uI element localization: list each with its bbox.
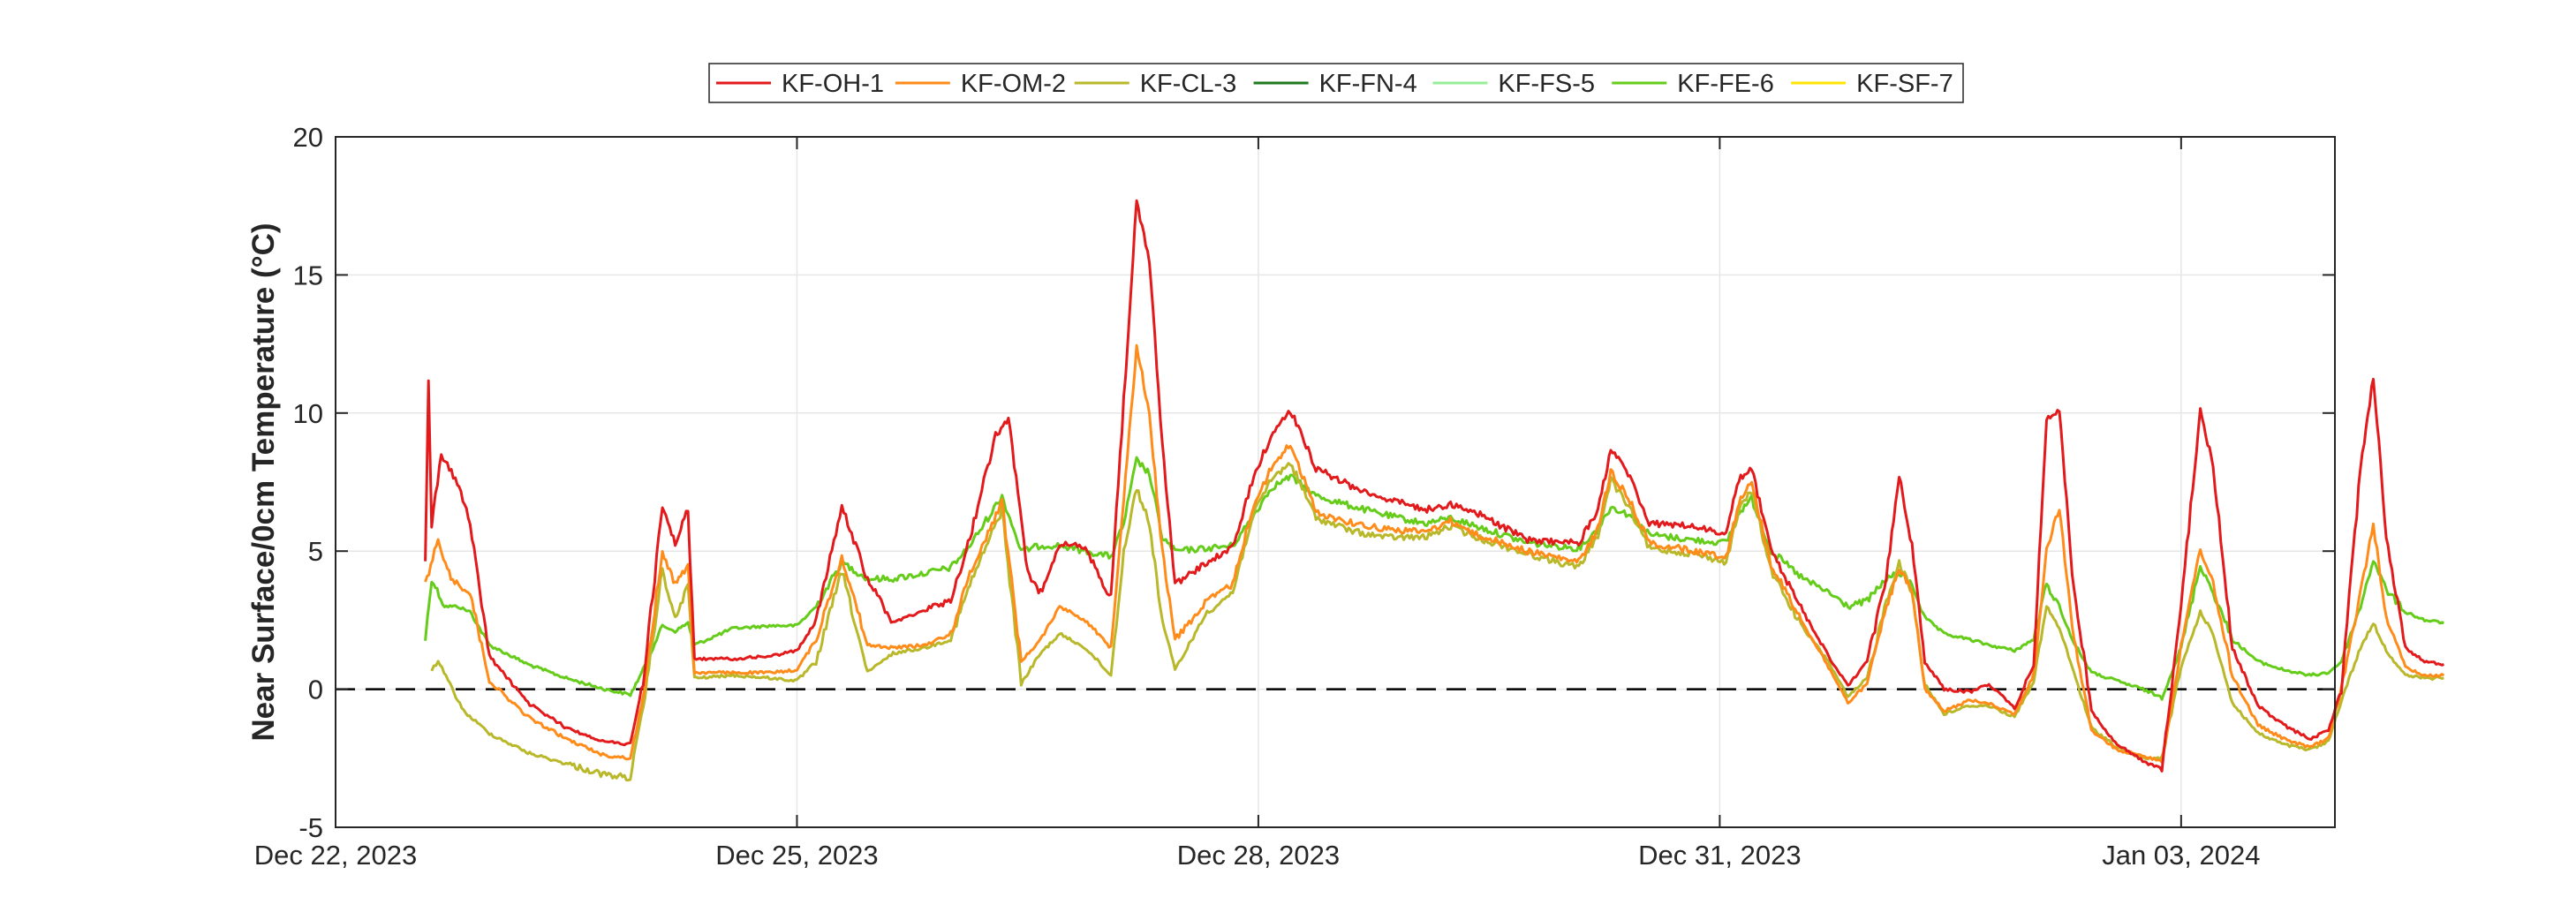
- axis-ticks: Dec 22, 2023 Dec 25, 2023 Dec 28, 2023 Dec …: [254, 122, 2335, 871]
- x-tick-label: Dec 22, 2023: [254, 840, 417, 871]
- y-tick-label: 15: [293, 260, 323, 290]
- legend: KF-OH-1 KF-OM-2 KF-CL-3 KF-FN-4 KF-FS-5 KF-FE…: [708, 63, 1964, 103]
- series-line-kf-fe-6: [424, 456, 2444, 701]
- series-line-kf-oh-1: [424, 199, 2444, 773]
- x-tick-label: Dec 31, 2023: [1638, 840, 1801, 871]
- legend-label-kf-fe-6: KF-FE-6: [1677, 70, 1774, 98]
- series-line-kf-om-2: [424, 343, 2445, 764]
- y-axis-label: Near Surface/0cm Temperature (°C): [246, 222, 281, 741]
- legend-label-kf-oh-1: KF-OH-1: [782, 70, 884, 98]
- series-line-kf-cl-3: [430, 462, 2444, 782]
- y-tick-label: 5: [308, 536, 323, 567]
- legend-box: [708, 63, 1964, 103]
- series-lines: [424, 199, 2445, 782]
- x-tick-label: Dec 25, 2023: [715, 840, 878, 871]
- legend-label-kf-om-2: KF-OM-2: [961, 70, 1066, 98]
- legend-label-kf-fn-4: KF-FN-4: [1319, 70, 1417, 98]
- y-tick-label: 20: [293, 122, 323, 153]
- y-tick-label: 10: [293, 398, 323, 429]
- x-tick-label: Dec 28, 2023: [1177, 840, 1340, 871]
- x-tick-label: Jan 03, 2024: [2102, 840, 2260, 871]
- legend-label-kf-fs-5: KF-FS-5: [1498, 70, 1595, 98]
- plot-frame: [335, 136, 2336, 828]
- legend-label-kf-sf-7: KF-SF-7: [1856, 70, 1953, 98]
- legend-label-kf-cl-3: KF-CL-3: [1140, 70, 1237, 98]
- y-tick-label: -5: [298, 812, 323, 843]
- y-tick-label: 0: [308, 675, 323, 705]
